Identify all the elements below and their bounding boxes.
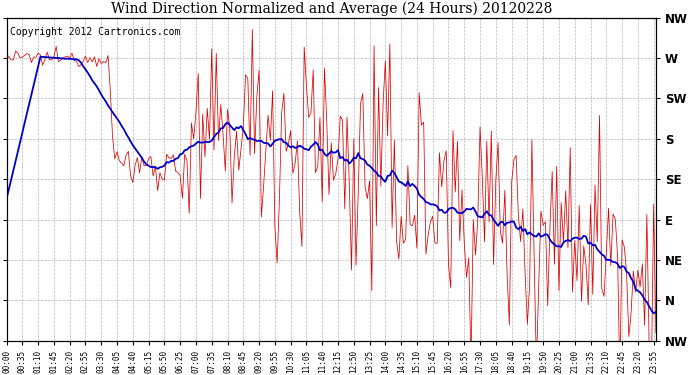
Text: Copyright 2012 Cartronics.com: Copyright 2012 Cartronics.com — [10, 27, 180, 38]
Title: Wind Direction Normalized and Average (24 Hours) 20120228: Wind Direction Normalized and Average (2… — [110, 2, 552, 16]
